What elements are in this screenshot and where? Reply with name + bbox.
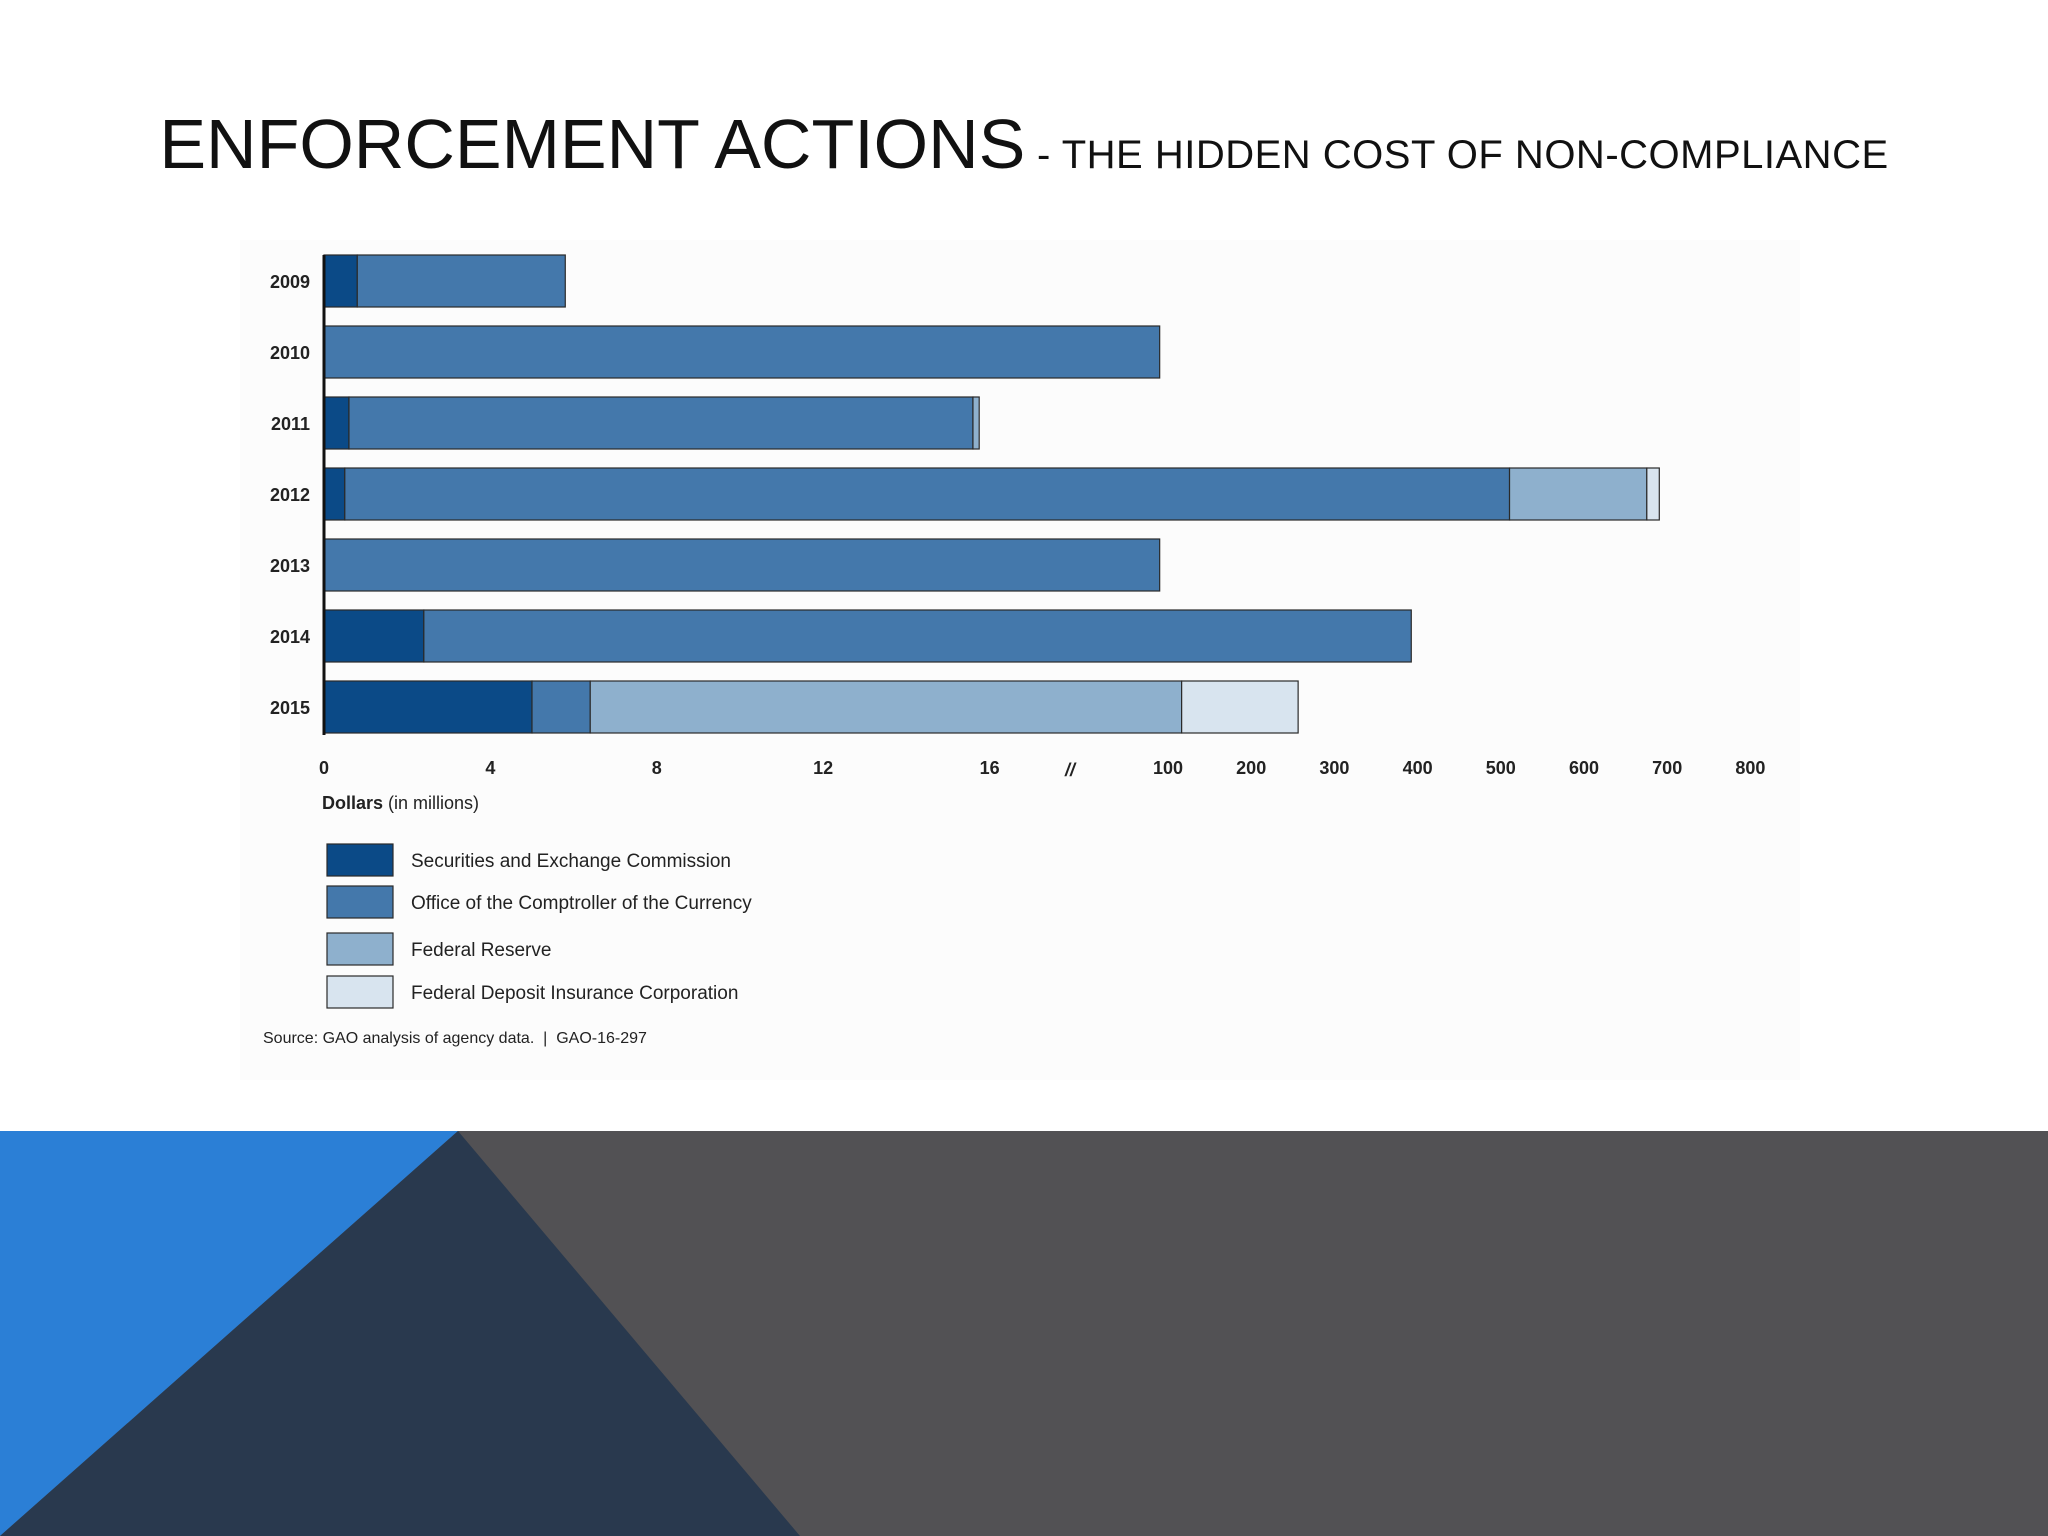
bar-segment-2009-series-1 [356, 254, 566, 308]
legend-label: Office of the Comptroller of the Currenc… [411, 893, 752, 914]
y-tick-label: 2012 [270, 485, 310, 505]
y-tick-labels: 2009 2010 2011 2012 2013 2014 2015 [270, 272, 310, 718]
legend-label: Federal Deposit Insurance Corporation [411, 983, 738, 1004]
bar-segment-2015-series-2 [589, 680, 1183, 734]
x-axis-title-bold: Dollars [322, 793, 383, 813]
bar-segment-2012-series-3 [1646, 467, 1660, 521]
footer-decoration [0, 1131, 2048, 1536]
bar-group [323, 254, 1660, 734]
x-tick-label: 300 [1319, 758, 1349, 778]
legend-swatch [326, 885, 394, 919]
y-tick-label: 2010 [270, 343, 310, 363]
slide-title-subtitle: - THE HIDDEN COST OF NON-COMPLIANCE [1025, 133, 1889, 177]
legend-label: Federal Reserve [411, 940, 551, 961]
x-tick-labels: 0 4 8 12 16 100 200 300 400 500 600 700 800 [319, 758, 1765, 778]
bar-segment-2011-series-2 [972, 396, 980, 450]
bar-segment-2014-series-0 [323, 609, 425, 663]
bar-segment-2009-series-0 [323, 254, 358, 308]
enforcement-chart: 2009 2010 2011 2012 2013 2014 2015 0 4 8 12 16 100 2… [263, 254, 1766, 1047]
y-tick-label: 2014 [270, 627, 310, 647]
x-tick-label: 700 [1652, 758, 1682, 778]
x-tick-label: 8 [652, 758, 662, 778]
bar-segment-2013-series-1 [323, 538, 1161, 592]
x-axis-title-unit: (in millions) [383, 793, 479, 813]
chart-legend: Securities and Exchange Commission Office… [326, 843, 752, 1009]
chart-source-note: Source: GAO analysis of agency data. | G… [263, 1030, 647, 1047]
bar-segment-2012-series-1 [344, 467, 1511, 521]
x-tick-label: 500 [1486, 758, 1516, 778]
legend-swatch [326, 932, 394, 966]
bar-segment-2015-series-0 [323, 680, 533, 734]
x-tick-label: 800 [1735, 758, 1765, 778]
slide-title-main: ENFORCEMENT ACTIONS [159, 105, 1026, 183]
bar-segment-2011-series-1 [348, 396, 974, 450]
slide-title: ENFORCEMENT ACTIONS - THE HIDDEN COST OF… [0, 104, 2048, 184]
legend-label: Securities and Exchange Commission [411, 851, 731, 872]
x-tick-label: 12 [813, 758, 833, 778]
bar-segment-2014-series-1 [423, 609, 1412, 663]
y-tick-label: 2015 [270, 698, 310, 718]
bar-segment-2010-series-1 [323, 325, 1161, 379]
bar-segment-2012-series-2 [1508, 467, 1648, 521]
x-tick-label: 0 [319, 758, 329, 778]
bar-segment-2011-series-0 [323, 396, 350, 450]
footer-navy-shape [0, 1131, 800, 1536]
x-tick-label: 200 [1236, 758, 1266, 778]
x-tick-label: 4 [485, 758, 495, 778]
x-tick-label: 100 [1153, 758, 1183, 778]
x-tick-label: 400 [1403, 758, 1433, 778]
bar-segment-2015-series-1 [531, 680, 591, 734]
bar-segment-2012-series-0 [323, 467, 346, 521]
x-axis-title: Dollars (in millions) [322, 793, 479, 813]
legend-swatch [326, 843, 394, 877]
axis-break-symbol: // [1064, 760, 1077, 780]
x-tick-label: 16 [980, 758, 1000, 778]
x-tick-label: 600 [1569, 758, 1599, 778]
y-tick-label: 2013 [270, 556, 310, 576]
y-tick-label: 2009 [270, 272, 310, 292]
legend-swatch [326, 975, 394, 1009]
bar-segment-2015-series-3 [1181, 680, 1299, 734]
y-tick-label: 2011 [271, 414, 310, 434]
